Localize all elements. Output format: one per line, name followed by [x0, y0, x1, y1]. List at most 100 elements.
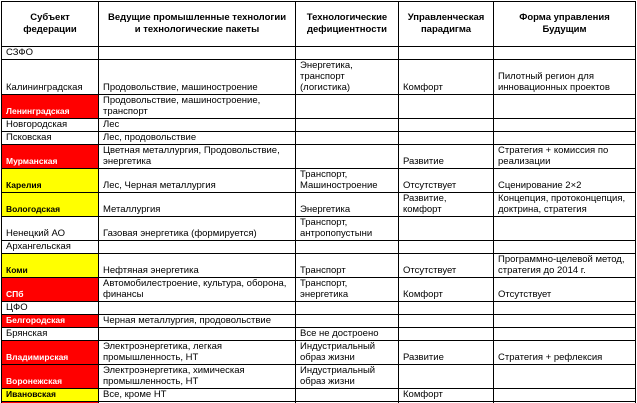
cell-form — [493, 240, 636, 254]
table-row: Владимирская Электроэнергетика, легкая про… — [1, 340, 636, 365]
table-row: Вологодская Металлургия Энергетика Развитие… — [1, 192, 636, 217]
cell-deficiencies: Энергетика, транспорт (логистика) — [295, 59, 399, 95]
cell-paradigm: Развитие — [398, 340, 494, 365]
cell-paradigm — [398, 301, 494, 315]
table-header: Субъект федерации Ведущие промышленные т… — [1, 1, 636, 47]
table-row: Коми Нефтяная энергетика Транспорт Отсутств… — [1, 253, 636, 278]
table-row: Ненецкий АО Газовая энергетика (формирует… — [1, 216, 636, 241]
cell-subject: СЗФО — [1, 46, 99, 60]
cell-paradigm — [398, 131, 494, 145]
column-header-paradigm: Управленческая парадигма — [398, 1, 494, 47]
cell-subject: Новгородская — [1, 118, 99, 132]
cell-technologies — [98, 327, 296, 341]
cell-paradigm — [398, 94, 494, 119]
cell-form: Стратегия + комиссия по реализации — [493, 144, 636, 169]
cell-subject: Брянская — [1, 327, 99, 341]
cell-subject: Карелия — [1, 168, 99, 193]
cell-paradigm — [398, 314, 494, 328]
cell-deficiencies — [295, 388, 399, 402]
column-header-deficiencies-line2: дефициентности — [306, 24, 387, 35]
table-row: Новгородская Лес — [1, 118, 636, 132]
header-row: Субъект федерации Ведущие промышленные т… — [1, 1, 636, 47]
cell-technologies: Продовольствие, машиностроение — [98, 59, 296, 95]
cell-form — [493, 94, 636, 119]
cell-technologies: Металлургия — [98, 192, 296, 217]
column-header-subject: Субъект федерации — [1, 1, 99, 47]
cell-deficiencies: Энергетика — [295, 192, 399, 217]
cell-subject: СПб — [1, 277, 99, 302]
cell-form — [493, 118, 636, 132]
cell-technologies — [98, 46, 296, 60]
cell-paradigm — [398, 364, 494, 389]
cell-technologies: Автомобилестроение, культура, оборона, фи… — [98, 277, 296, 302]
cell-technologies: Все, кроме НТ — [98, 388, 296, 402]
cell-form — [493, 216, 636, 241]
cell-paradigm: Отсутствует — [398, 168, 494, 193]
column-header-form-line1: Форма управления — [519, 12, 610, 23]
column-header-paradigm-line2: парадигма — [420, 24, 472, 35]
cell-form: Программно-целевой метод, стратегия до 20… — [493, 253, 636, 278]
cell-form: Сценирование 2×2 — [493, 168, 636, 193]
column-header-deficiencies: Технологические дефициентности — [295, 1, 399, 47]
table-row: Брянская Все не достроено — [1, 327, 636, 341]
column-header-technologies-line1: Ведущие промышленные технологии — [107, 12, 287, 23]
cell-technologies: Лес — [98, 118, 296, 132]
cell-technologies: Цветная металлургия, Продовольствие, энер… — [98, 144, 296, 169]
cell-paradigm — [398, 240, 494, 254]
cell-subject: Архангельская — [1, 240, 99, 254]
cell-paradigm: Комфорт — [398, 59, 494, 95]
cell-subject: Коми — [1, 253, 99, 278]
column-header-technologies-line2: и технологические пакеты — [134, 24, 260, 35]
table-row: СПб Автомобилестроение, культура, оборона… — [1, 277, 636, 302]
cell-paradigm — [398, 216, 494, 241]
cell-deficiencies — [295, 301, 399, 315]
cell-deficiencies: Индустриальный образ жизни — [295, 364, 399, 389]
column-header-form: Форма управления Будущим — [493, 1, 636, 47]
cell-form — [493, 314, 636, 328]
cell-technologies: Лес, продовольствие — [98, 131, 296, 145]
cell-subject: Ивановская — [1, 388, 99, 402]
cell-deficiencies — [295, 118, 399, 132]
cell-technologies: Продовольствие, машиностроение, транспорт — [98, 94, 296, 119]
cell-technologies: Электроэнергетика, легкая промышленность,… — [98, 340, 296, 365]
cell-deficiencies: Транспорт, энергетика — [295, 277, 399, 302]
cell-technologies: Газовая энергетика (формируется) — [98, 216, 296, 241]
table-row: Ленинградская Продовольствие, машинострое… — [1, 94, 636, 119]
cell-form: Пилотный регион для инновационных проекто… — [493, 59, 636, 95]
cell-deficiencies: Транспорт — [295, 253, 399, 278]
table-row: Белгородская Черная металлургия, продовол… — [1, 314, 636, 328]
cell-subject: ЦФО — [1, 301, 99, 315]
column-header-subject-line1: Субъект — [30, 12, 70, 23]
cell-technologies — [98, 240, 296, 254]
cell-deficiencies — [295, 46, 399, 60]
table-row: Псковская Лес, продовольствие — [1, 131, 636, 145]
cell-deficiencies: Транспорт, антропопустыни — [295, 216, 399, 241]
cell-subject: Псковская — [1, 131, 99, 145]
cell-form: Стратегия + рефлексия — [493, 340, 636, 365]
cell-form — [493, 364, 636, 389]
cell-subject: Вологодская — [1, 192, 99, 217]
cell-paradigm — [398, 46, 494, 60]
table-row: СЗФО — [1, 46, 636, 60]
cell-technologies — [98, 301, 296, 315]
table-row: Карелия Лес, Черная металлургия Транспорт,… — [1, 168, 636, 193]
cell-technologies: Черная металлургия, продовольствие — [98, 314, 296, 328]
column-header-subject-line2: федерации — [23, 24, 77, 35]
cell-subject: Владимирская — [1, 340, 99, 365]
cell-deficiencies: Индустриальный образ жизни — [295, 340, 399, 365]
table-body: СЗФО Калининградская Продовольствие, машин… — [1, 46, 636, 403]
cell-subject: Воронежская — [1, 364, 99, 389]
cell-subject: Белгородская — [1, 314, 99, 328]
cell-form — [493, 327, 636, 341]
table-row: Архангельская — [1, 240, 636, 254]
cell-deficiencies — [295, 240, 399, 254]
table-row: Мурманская Цветная металлургия, Продоволь… — [1, 144, 636, 169]
table-row: Воронежская Электроэнергетика, химическая… — [1, 364, 636, 389]
cell-technologies: Электроэнергетика, химическая промышленно… — [98, 364, 296, 389]
cell-form — [493, 131, 636, 145]
cell-subject: Ненецкий АО — [1, 216, 99, 241]
cell-paradigm: Развитие, комфорт — [398, 192, 494, 217]
cell-form — [493, 301, 636, 315]
cell-technologies: Лес, Черная металлургия — [98, 168, 296, 193]
